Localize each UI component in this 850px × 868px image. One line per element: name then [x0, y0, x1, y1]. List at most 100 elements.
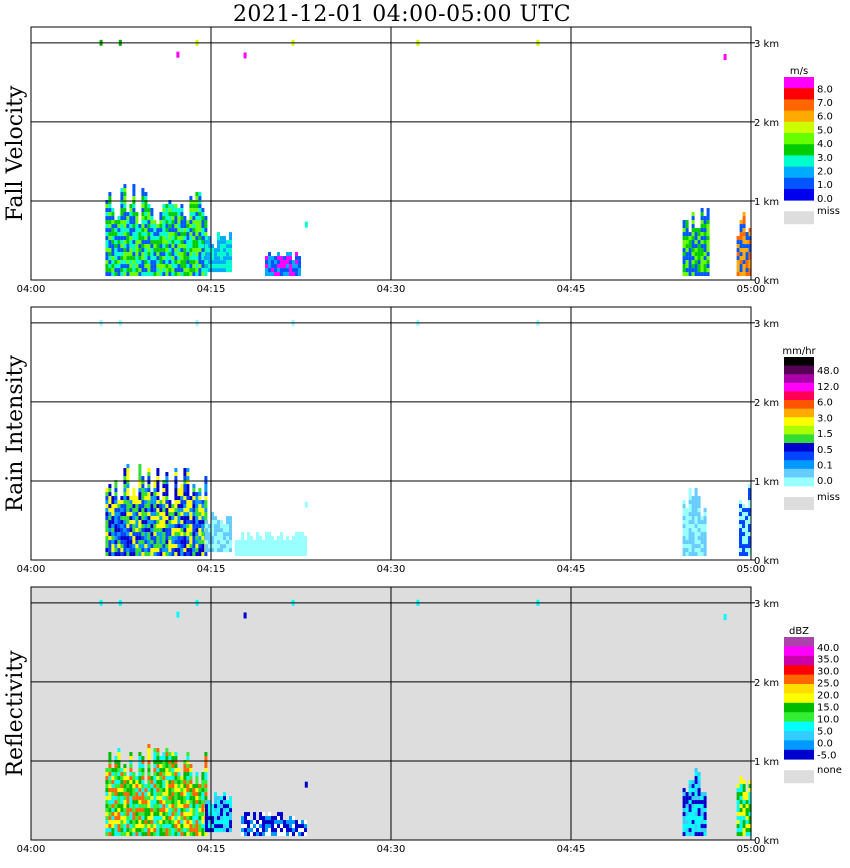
data-cell	[694, 832, 698, 837]
data-cell	[132, 196, 136, 201]
data-cell	[198, 828, 202, 833]
data-cell	[159, 260, 163, 265]
data-cell	[241, 536, 244, 541]
data-cell	[108, 240, 112, 245]
data-cell	[247, 820, 250, 825]
data-cell	[748, 228, 752, 233]
data-cell	[694, 804, 698, 809]
data-cell	[229, 812, 232, 817]
data-cell	[220, 816, 223, 821]
data-cell	[688, 780, 692, 785]
data-cell	[748, 544, 751, 549]
data-cell	[129, 508, 133, 513]
data-cell	[108, 752, 112, 757]
data-cell	[171, 504, 175, 509]
data-cell	[144, 540, 148, 545]
data-cell	[688, 492, 692, 497]
data-cell	[195, 192, 199, 197]
data-cell	[700, 528, 704, 533]
data-cell	[180, 236, 184, 241]
data-cell	[153, 484, 157, 489]
data-cell	[739, 264, 743, 269]
data-cell	[745, 272, 749, 277]
data-cell	[697, 804, 701, 809]
data-cell	[117, 220, 121, 225]
y-tick-label: 2 km	[754, 678, 779, 689]
data-cell	[156, 236, 160, 241]
data-cell	[195, 524, 199, 529]
data-cell	[168, 528, 172, 533]
data-cell	[289, 820, 292, 825]
data-cell	[180, 264, 184, 269]
data-cell	[108, 200, 112, 205]
data-cell	[205, 548, 208, 553]
data-cell	[105, 780, 109, 785]
data-cell	[111, 800, 115, 805]
data-cell	[147, 824, 151, 829]
data-cell	[198, 524, 202, 529]
data-cell	[135, 780, 139, 785]
data-cell	[694, 552, 698, 557]
data-cell	[162, 808, 166, 813]
data-cell	[186, 268, 190, 273]
data-cell	[168, 792, 172, 797]
data-cell	[159, 256, 163, 261]
data-cell	[132, 228, 136, 233]
data-cell	[123, 536, 127, 541]
colorbar-missing-swatch	[784, 211, 814, 225]
data-cell	[204, 796, 208, 801]
x-tick-label: 05:00	[737, 844, 766, 855]
data-cell	[129, 540, 133, 545]
data-cell	[138, 512, 142, 517]
colorbar-label: 35.0	[817, 655, 839, 666]
data-cell	[742, 828, 746, 833]
data-cell	[183, 808, 187, 813]
data-cell	[253, 548, 256, 553]
data-cell	[226, 828, 229, 833]
data-cell	[135, 812, 139, 817]
data-cell	[736, 812, 740, 817]
data-cell	[144, 264, 148, 269]
data-cell	[274, 264, 277, 269]
data-cell	[105, 820, 109, 825]
colorbar-label: 20.0	[817, 691, 839, 702]
data-cell	[748, 248, 752, 253]
data-cell	[226, 256, 229, 261]
data-cell	[201, 804, 205, 809]
data-cell	[180, 824, 184, 829]
data-cell	[229, 800, 232, 805]
data-cell	[162, 828, 166, 833]
data-cell	[186, 536, 190, 541]
data-cell	[168, 240, 172, 245]
data-cell	[177, 512, 181, 517]
data-cell	[694, 812, 698, 817]
data-cell	[180, 532, 184, 537]
data-cell	[141, 772, 145, 777]
data-cell	[186, 244, 190, 249]
data-cell	[117, 248, 121, 253]
data-cell	[736, 256, 740, 261]
data-cell	[691, 252, 695, 257]
data-cell	[174, 272, 178, 277]
data-cell	[688, 244, 692, 249]
data-cell	[138, 552, 142, 557]
data-cell	[685, 820, 689, 825]
data-cell	[697, 260, 701, 265]
data-cell	[144, 496, 148, 501]
data-cell	[685, 796, 689, 801]
data-cell	[208, 812, 211, 817]
data-cell	[195, 532, 199, 537]
data-cell	[201, 264, 205, 269]
data-cell	[280, 264, 283, 269]
data-cell	[691, 808, 695, 813]
data-cell	[189, 548, 193, 553]
data-cell	[129, 500, 133, 505]
data-cell	[292, 540, 295, 545]
data-cell	[685, 800, 689, 805]
data-cell	[706, 248, 710, 253]
data-cell	[171, 208, 175, 213]
data-cell	[211, 252, 214, 257]
data-cell	[162, 236, 166, 241]
data-cell	[156, 524, 160, 529]
data-cell	[745, 796, 749, 801]
